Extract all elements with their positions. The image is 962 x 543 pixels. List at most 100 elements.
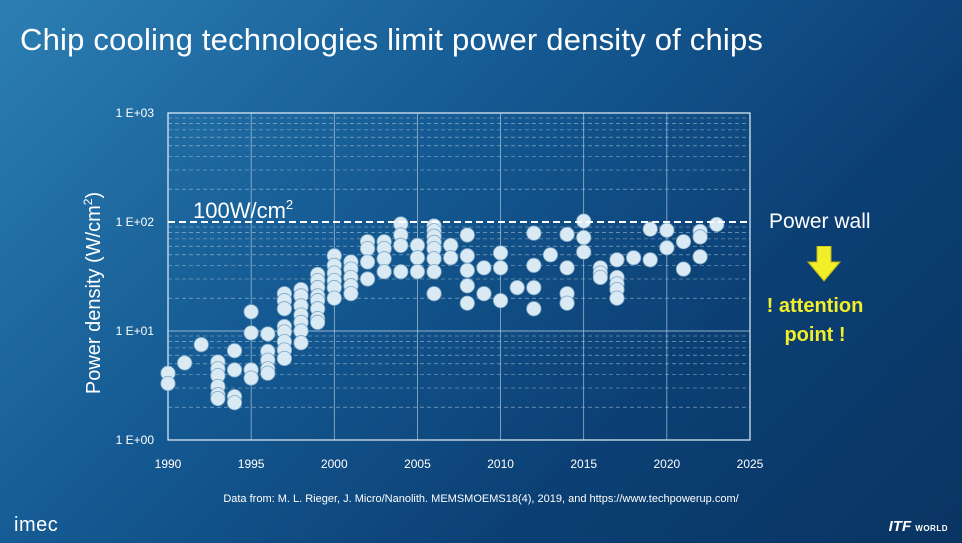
data-point [293, 335, 309, 351]
data-point [526, 301, 542, 317]
data-point [376, 251, 392, 267]
data-point [492, 245, 509, 261]
plot-area [167, 112, 751, 441]
data-point [426, 251, 442, 267]
data-point [559, 260, 575, 276]
data-point [226, 395, 243, 411]
data-point [609, 252, 625, 268]
data-point [609, 290, 625, 306]
data-point [276, 301, 292, 317]
arrow-down-icon [807, 246, 841, 282]
attention-callout: ! attention point ! [760, 292, 870, 350]
data-point [526, 280, 542, 296]
threshold-label-text: 100W/cm [193, 198, 286, 223]
data-point [393, 237, 409, 253]
data-points [160, 213, 725, 411]
data-point [409, 264, 426, 280]
data-point [226, 343, 243, 359]
y-axis-label-text: Power density (W/cm [83, 205, 105, 394]
x-tick-label: 2015 [570, 457, 597, 471]
data-point [426, 286, 442, 302]
data-point [675, 234, 692, 250]
y-tick-label: 1 E+03 [116, 106, 155, 120]
data-point [393, 264, 409, 280]
data-point [193, 337, 209, 353]
data-point [576, 229, 592, 246]
slide-title: Chip cooling technologies limit power de… [20, 22, 764, 57]
y-tick-label: 1 E+02 [116, 215, 155, 229]
y-axis-label: Power density (W/cm2) [81, 192, 105, 394]
y-tick-label: 1 E+01 [116, 324, 155, 338]
data-point [526, 257, 542, 273]
data-point [359, 254, 376, 270]
data-point [210, 390, 226, 407]
y-axis-label-close: ) [83, 192, 105, 199]
data-point [659, 222, 675, 238]
data-point [526, 225, 542, 241]
data-point [559, 295, 575, 311]
data-point [642, 221, 658, 237]
data-point [359, 271, 376, 287]
x-tick-label: 1990 [155, 457, 182, 471]
data-point [625, 250, 642, 266]
data-point [243, 304, 259, 320]
source-citation: Data from: M. L. Rieger, J. Micro/Nanoli… [223, 493, 739, 505]
data-point [592, 269, 608, 286]
data-point [642, 252, 658, 268]
chart-grid [168, 113, 750, 440]
data-point [659, 240, 675, 256]
data-point [542, 247, 559, 263]
data-point [492, 260, 509, 276]
x-tick-label: 1995 [238, 457, 265, 471]
attention-line-1: ! attention [766, 295, 864, 317]
data-point [709, 216, 725, 233]
imec-logo: imec [14, 514, 59, 536]
data-point [459, 227, 475, 243]
data-point [260, 365, 276, 381]
data-point [326, 290, 342, 306]
data-point [576, 244, 592, 260]
data-point [359, 241, 376, 257]
data-point [675, 261, 692, 277]
data-point [310, 314, 326, 330]
data-point [509, 280, 525, 296]
attention-line-2: point ! [784, 324, 846, 346]
itf-logo-small: WORLD [915, 524, 948, 533]
x-tick-label: 2000 [321, 457, 348, 471]
data-point [692, 249, 708, 265]
data-point [476, 286, 492, 302]
data-point [559, 226, 575, 242]
y-tick-label: 1 E+00 [116, 433, 155, 447]
data-point [260, 326, 276, 342]
data-point [376, 264, 392, 280]
axis-ticks: 1990 1995 2000 2005 2010 2015 2020 2025 1 E+00 1 … [116, 106, 764, 471]
data-point [692, 229, 708, 245]
data-point [343, 286, 359, 302]
data-point [226, 362, 243, 378]
x-tick-label: 2010 [487, 457, 514, 471]
data-point [459, 278, 475, 294]
power-wall-label: Power wall [769, 210, 871, 233]
data-point [492, 293, 509, 309]
threshold-label: 100W/cm2 [193, 197, 293, 223]
data-point [476, 260, 492, 276]
data-point [243, 325, 259, 341]
itf-world-logo: ITF WORLD [889, 518, 948, 535]
data-point [276, 350, 292, 367]
x-tick-label: 2020 [654, 457, 681, 471]
data-point [409, 250, 426, 266]
data-point [459, 248, 475, 264]
data-point [243, 370, 259, 386]
data-point [426, 264, 442, 280]
itf-logo-main: ITF [888, 518, 912, 535]
threshold-label-sup: 2 [286, 197, 293, 212]
data-point [459, 295, 475, 311]
x-tick-label: 2025 [737, 457, 764, 471]
data-point [177, 355, 193, 371]
data-point [160, 375, 176, 392]
x-tick-label: 2005 [404, 457, 431, 471]
data-point [459, 262, 475, 278]
data-point [443, 250, 459, 266]
y-axis-label-sup: 2 [81, 198, 95, 205]
